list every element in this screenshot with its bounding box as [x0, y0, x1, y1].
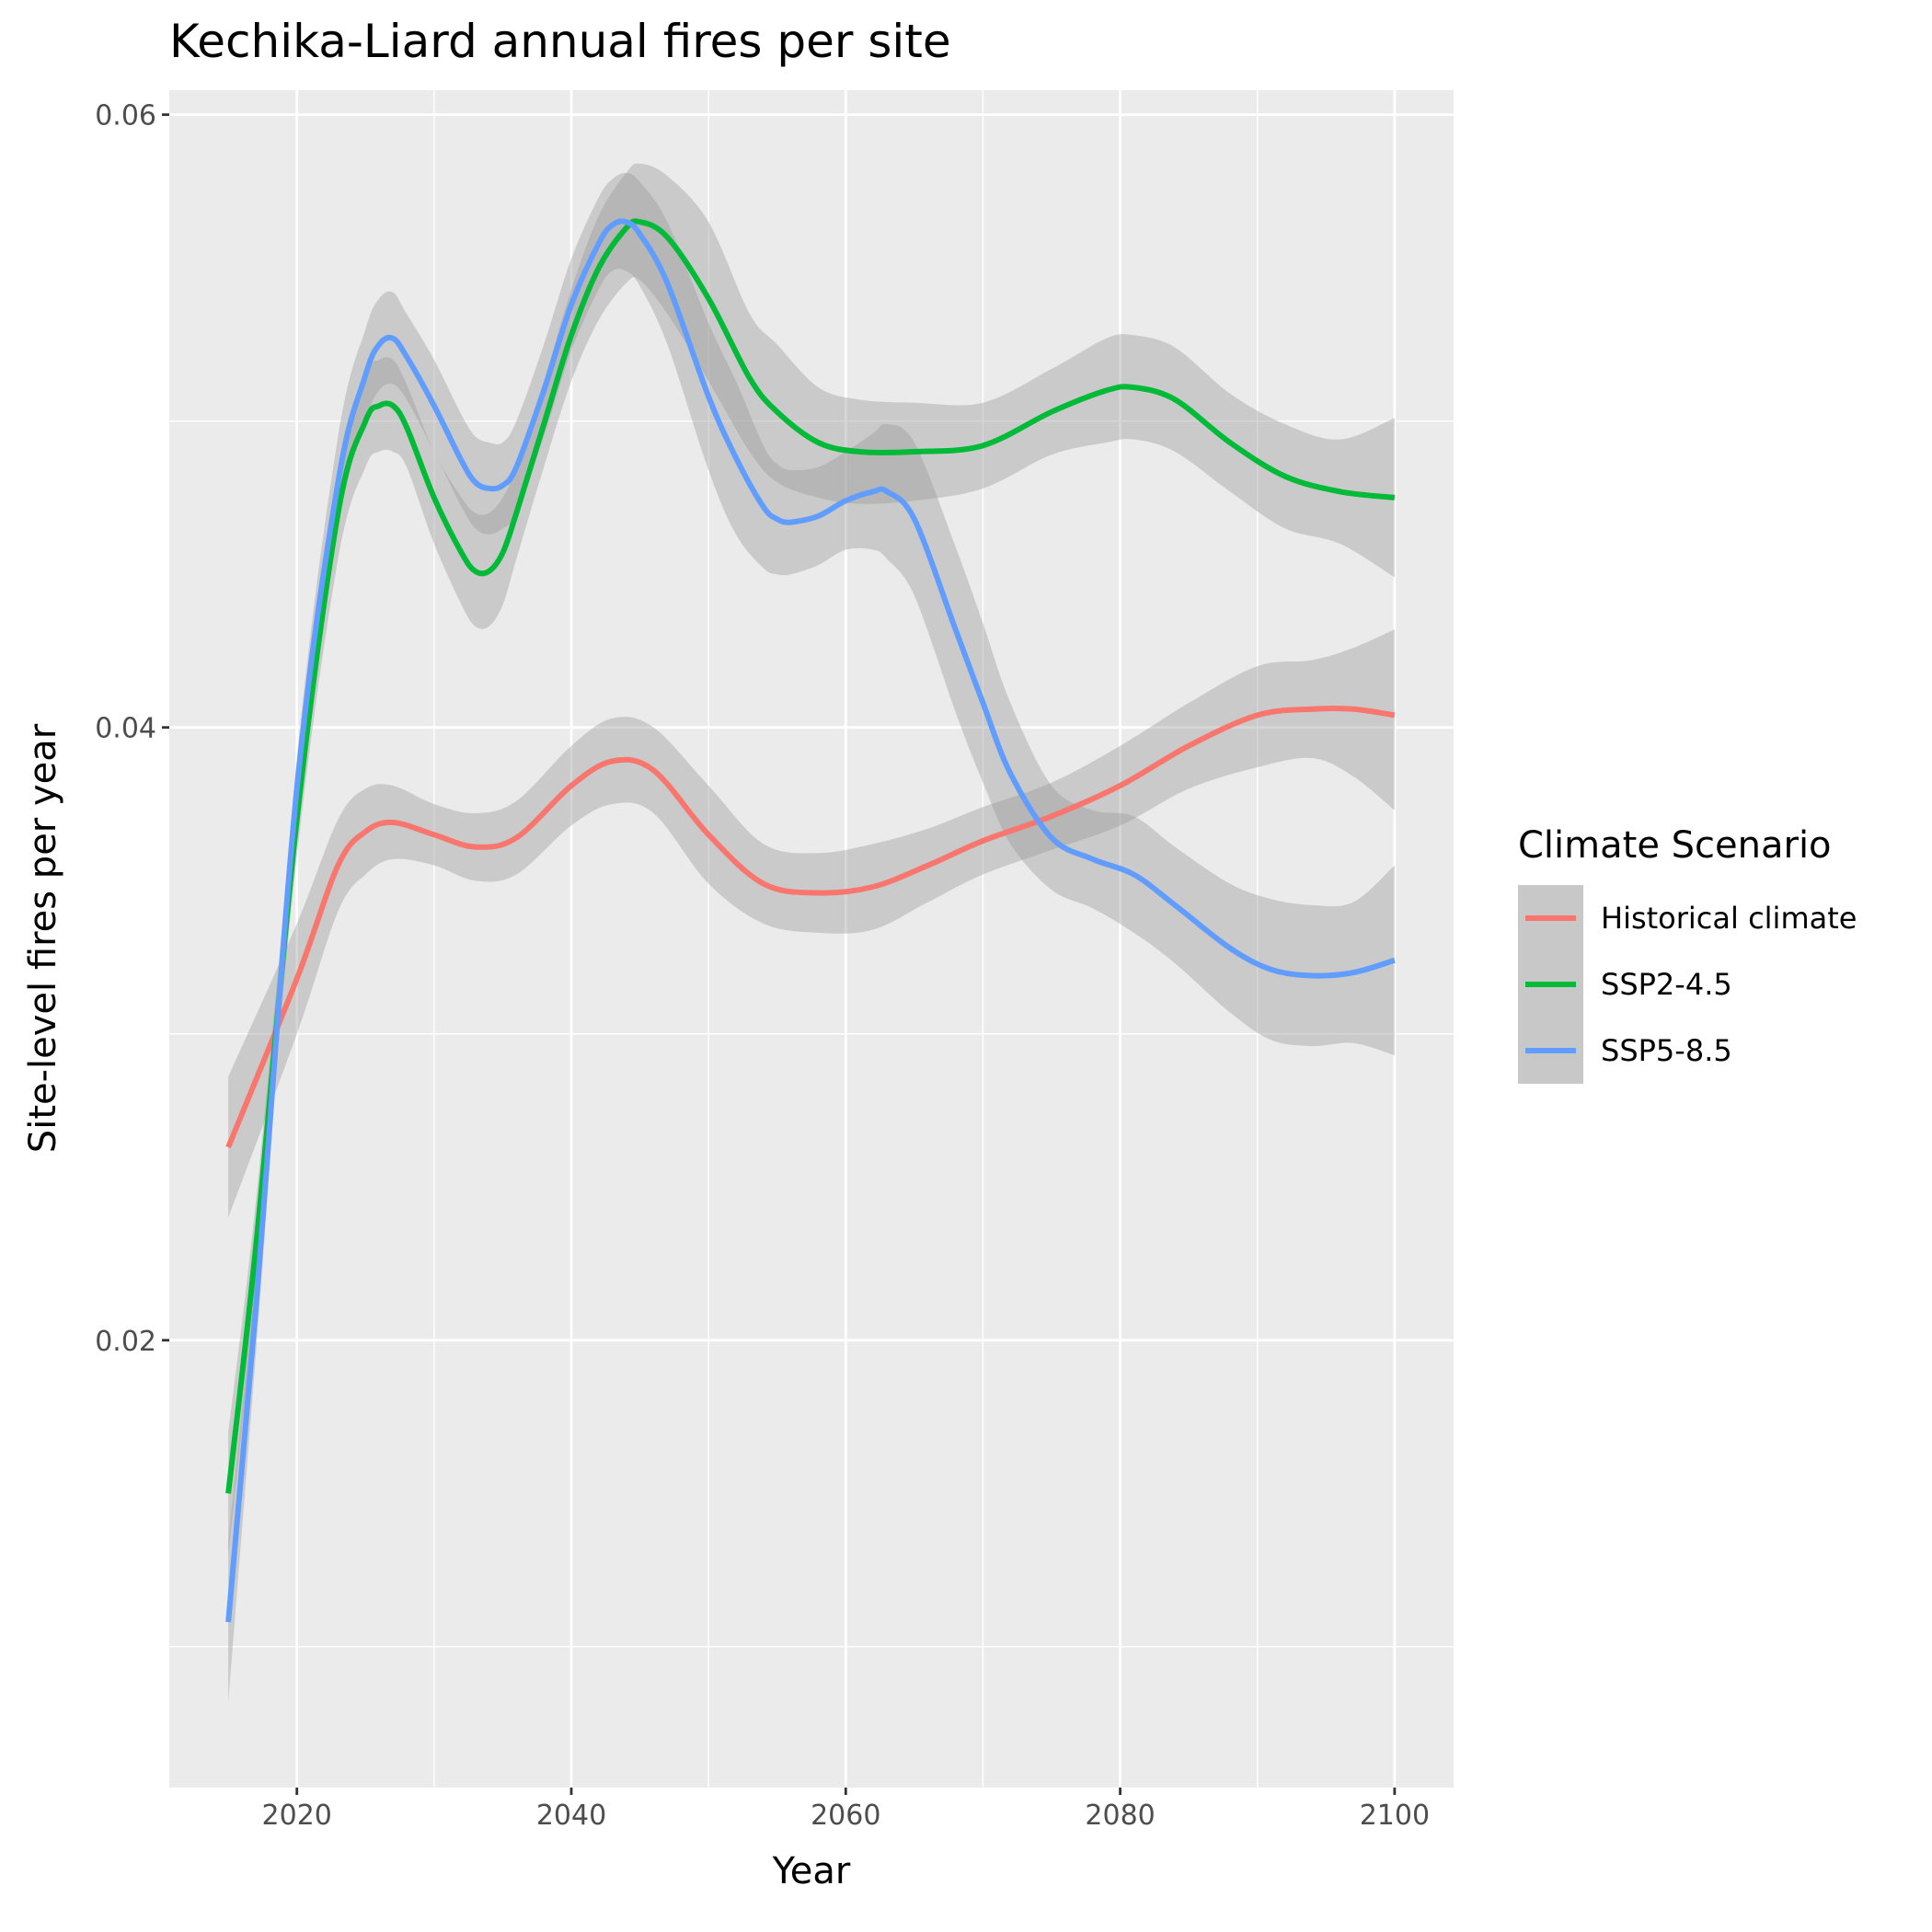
confidence-ribbon-series-1: [228, 629, 1395, 1218]
legend: Climate Scenario Historical climate SSP2-…: [1518, 824, 1857, 1084]
x-tick-label: 2080: [1085, 1800, 1155, 1832]
x-tick-label: 2040: [536, 1800, 606, 1832]
chart-title: Kechika-Liard annual fires per site: [169, 15, 951, 68]
x-tick-label: 2060: [811, 1800, 880, 1832]
legend-label: Historical climate: [1601, 901, 1857, 936]
series-line-2: [225, 218, 1396, 1494]
x-axis-title: Year: [772, 1850, 851, 1892]
y-tick-label: 0.06: [95, 100, 156, 132]
grid-major: [169, 90, 1454, 1788]
y-tick-label: 0.02: [95, 1326, 156, 1358]
x-tick-label: 2100: [1360, 1800, 1430, 1832]
y-axis: 0.02 0.04 0.06: [95, 100, 169, 1358]
confidence-ribbon-series-2: [228, 163, 1395, 1555]
legend-title: Climate Scenario: [1518, 824, 1832, 867]
legend-items: Historical climate SSP2-4.5 SSP5-8.5: [1518, 885, 1857, 1084]
x-axis: 2020 2040 2060 2080 2100: [262, 1788, 1430, 1832]
y-tick-label: 0.04: [95, 713, 156, 745]
series-line-1: [225, 705, 1396, 1149]
legend-label: SSP5-8.5: [1601, 1033, 1732, 1068]
grid-minor: [169, 90, 1454, 1788]
y-axis-title: Site-level fires per year: [22, 723, 64, 1153]
plot-panel: [169, 90, 1454, 1788]
confidence-ribbons: [228, 163, 1395, 1702]
series-line-3: [225, 218, 1396, 1623]
legend-label: SSP2-4.5: [1601, 967, 1732, 1002]
confidence-ribbon-series-3: [228, 172, 1395, 1702]
x-tick-label: 2020: [262, 1800, 332, 1832]
series-lines: [225, 218, 1396, 1623]
